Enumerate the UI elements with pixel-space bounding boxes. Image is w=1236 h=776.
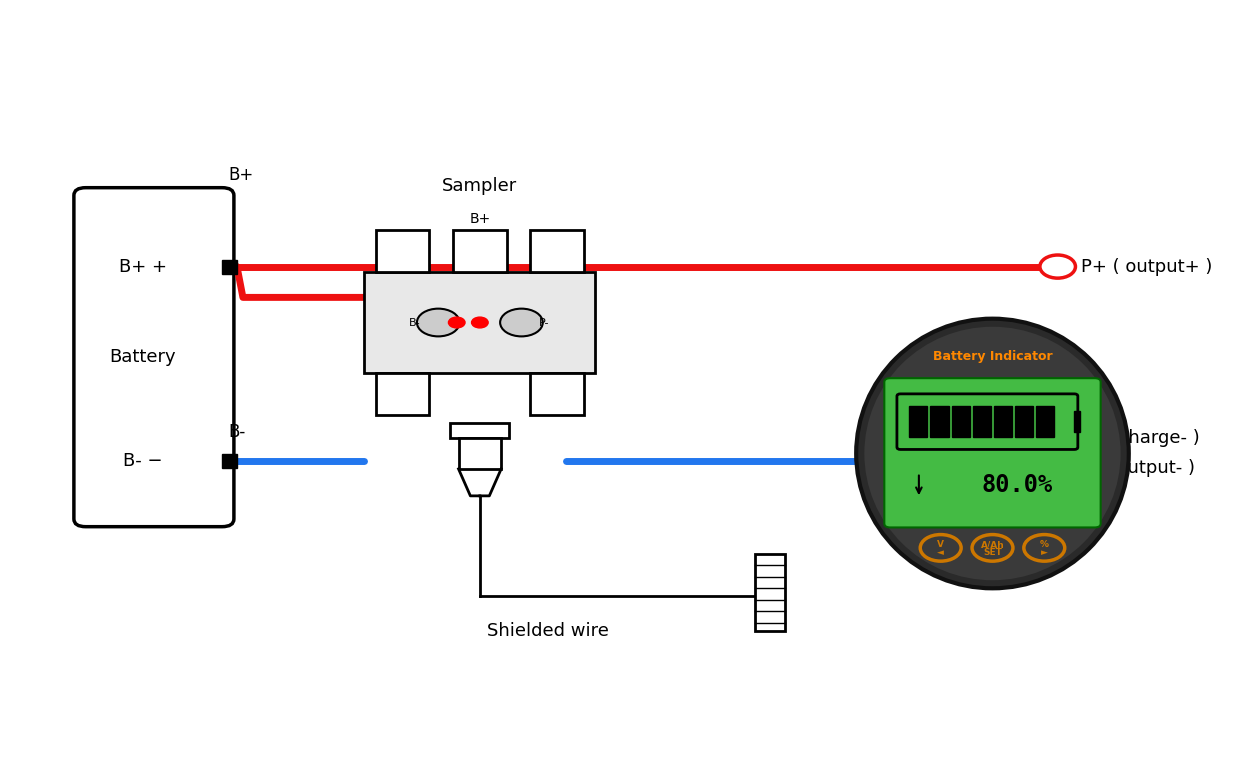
Bar xyxy=(952,406,970,438)
Text: 80.0%: 80.0% xyxy=(981,473,1053,497)
Ellipse shape xyxy=(857,319,1128,588)
Text: P+ ( output+ ): P+ ( output+ ) xyxy=(1082,258,1213,275)
Bar xyxy=(530,230,583,272)
Text: B+: B+ xyxy=(470,212,491,227)
Circle shape xyxy=(1039,255,1075,278)
Text: A/Ah: A/Ah xyxy=(980,540,1005,549)
Text: Shielded wire: Shielded wire xyxy=(487,622,609,639)
FancyBboxPatch shape xyxy=(884,378,1100,528)
Text: B+ +: B+ + xyxy=(119,258,167,275)
FancyBboxPatch shape xyxy=(74,188,234,527)
Text: B-: B- xyxy=(227,424,245,442)
Bar xyxy=(1074,411,1080,432)
Bar xyxy=(530,372,583,415)
Circle shape xyxy=(501,309,543,336)
Circle shape xyxy=(472,317,488,328)
Bar xyxy=(973,406,991,438)
Bar xyxy=(222,454,237,468)
Text: SET: SET xyxy=(983,548,1002,557)
Text: Sampler: Sampler xyxy=(442,178,518,196)
Bar xyxy=(459,438,501,469)
Bar xyxy=(755,553,785,631)
Bar xyxy=(450,423,509,438)
Circle shape xyxy=(1039,449,1075,473)
Circle shape xyxy=(417,309,460,336)
Text: B- −: B- − xyxy=(124,452,163,469)
Ellipse shape xyxy=(864,327,1121,580)
Text: P- ( output- ): P- ( output- ) xyxy=(1082,459,1195,477)
Text: Battery Indicator: Battery Indicator xyxy=(933,350,1052,363)
Text: %: % xyxy=(1039,540,1049,549)
Circle shape xyxy=(449,317,465,328)
Text: P-: P- xyxy=(539,317,550,327)
Bar xyxy=(1015,406,1033,438)
Bar xyxy=(910,406,927,438)
Text: ◄: ◄ xyxy=(937,548,944,557)
Text: B-: B- xyxy=(409,317,421,327)
Text: Battery: Battery xyxy=(110,348,177,366)
Text: V: V xyxy=(937,540,944,549)
Text: ►: ► xyxy=(1041,548,1048,557)
Bar xyxy=(994,406,1012,438)
Bar xyxy=(931,406,948,438)
Bar xyxy=(365,272,596,372)
Text: B+: B+ xyxy=(227,166,253,184)
Bar xyxy=(376,230,429,272)
Bar xyxy=(376,372,429,415)
Bar xyxy=(454,230,507,272)
Bar xyxy=(1036,406,1054,438)
Text: C- ( charge- ): C- ( charge- ) xyxy=(1082,428,1200,447)
Bar xyxy=(222,260,237,273)
